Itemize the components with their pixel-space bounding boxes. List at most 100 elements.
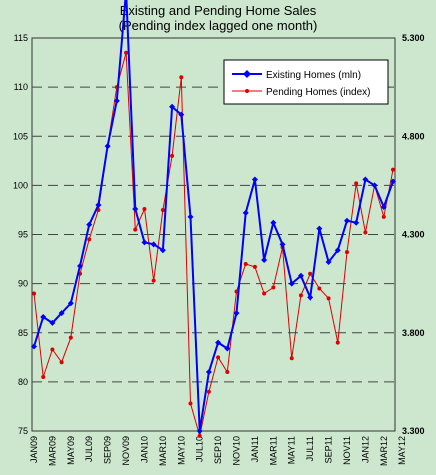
- right-tick-label: 5.300: [402, 33, 425, 43]
- right-tick-label: 4.300: [402, 230, 425, 240]
- chart-subtitle: (Pending index lagged one month): [119, 18, 318, 33]
- x-tick-label: JAN09: [29, 436, 39, 463]
- left-tick-label: 75: [18, 426, 28, 436]
- right-tick-label: 3.300: [402, 426, 425, 436]
- point-existing: [104, 143, 111, 150]
- point-existing: [49, 319, 56, 326]
- left-tick-label: 110: [14, 82, 28, 92]
- point-existing: [31, 343, 37, 350]
- point-pending: [243, 261, 248, 266]
- point-existing: [316, 225, 323, 232]
- x-tick-label: MAY10: [176, 436, 186, 465]
- point-pending: [326, 296, 331, 301]
- point-existing: [297, 272, 304, 279]
- point-existing: [233, 310, 240, 317]
- x-tick-label: JAN12: [360, 436, 370, 463]
- point-existing: [224, 345, 231, 352]
- point-pending: [197, 433, 202, 438]
- point-existing: [343, 217, 350, 224]
- point-existing: [279, 241, 286, 248]
- point-pending: [32, 291, 36, 296]
- point-existing: [40, 314, 47, 321]
- point-pending: [41, 374, 46, 379]
- point-existing: [141, 239, 148, 246]
- legend-label-existing: Existing Homes (mln): [266, 70, 361, 81]
- point-pending: [59, 360, 64, 365]
- point-pending: [206, 389, 211, 394]
- point-pending: [391, 167, 395, 172]
- x-tick-label: MAY11: [287, 436, 297, 464]
- x-tick-label: MAR09: [47, 436, 57, 466]
- point-pending: [289, 356, 294, 361]
- x-tick-label: MAY09: [66, 436, 76, 465]
- x-axis: JAN09 MAR09 MAY09 JUL09 SEP09 NOV09 JAN10 MAR10…: [29, 436, 407, 466]
- left-tick-label: 95: [18, 230, 28, 240]
- x-tick-label: NOV09: [121, 436, 131, 466]
- point-pending: [68, 335, 73, 340]
- point-existing: [67, 300, 74, 307]
- point-existing: [307, 294, 314, 301]
- point-pending: [308, 271, 313, 276]
- grid-lines: [32, 86, 395, 383]
- point-existing: [169, 103, 176, 110]
- point-pending: [142, 206, 147, 211]
- x-tick-label: JAN11: [250, 436, 260, 462]
- point-pending: [381, 214, 386, 219]
- point-pending: [160, 207, 165, 212]
- point-existing: [86, 221, 93, 228]
- right-tick-label: 4.800: [402, 131, 425, 141]
- legend-marker-existing: [243, 70, 251, 78]
- left-tick-label: 85: [18, 328, 28, 338]
- x-tick-label: NOV11: [342, 436, 352, 465]
- series-layer: [31, 0, 396, 438]
- point-existing: [353, 219, 360, 226]
- point-existing: [288, 280, 295, 287]
- point-pending: [262, 291, 267, 296]
- point-existing: [325, 259, 332, 266]
- point-existing: [178, 111, 185, 118]
- point-existing: [77, 262, 84, 269]
- x-tick-label: MAY12: [397, 436, 407, 465]
- x-tick-label: SEP11: [324, 436, 334, 463]
- legend-marker-pending: [245, 89, 249, 93]
- point-pending: [188, 401, 193, 406]
- x-tick-label: MAR10: [158, 436, 168, 466]
- point-pending: [124, 50, 129, 55]
- point-pending: [317, 286, 322, 291]
- point-existing: [251, 176, 258, 183]
- right-tick-label: 3.800: [402, 328, 425, 338]
- left-tick-label: 100: [13, 180, 28, 190]
- x-tick-label: JAN10: [139, 436, 149, 463]
- point-existing: [95, 202, 102, 209]
- point-existing: [132, 205, 139, 212]
- point-existing: [113, 97, 120, 104]
- x-tick-label: JUL09: [84, 436, 94, 462]
- point-pending: [225, 370, 230, 375]
- point-pending: [252, 264, 257, 269]
- point-existing: [159, 247, 166, 254]
- point-existing: [390, 178, 396, 185]
- point-existing: [215, 339, 222, 346]
- point-pending: [133, 227, 138, 232]
- legend-label-pending: Pending Homes (index): [266, 87, 371, 98]
- left-tick-label: 105: [13, 131, 28, 141]
- point-pending: [50, 347, 55, 352]
- left-axis: 75 80 85 90 95 100 105 110 115: [13, 33, 28, 436]
- point-existing: [380, 203, 387, 210]
- x-tick-label: NOV10: [232, 436, 242, 466]
- point-pending: [179, 75, 184, 80]
- x-tick-label: MAR12: [379, 436, 389, 466]
- series-line-pending: [33, 52, 394, 437]
- point-existing: [187, 213, 194, 220]
- point-existing: [261, 257, 268, 264]
- point-pending: [87, 237, 92, 242]
- series-line-existing: [33, 0, 394, 432]
- x-tick-label: JUL11: [305, 436, 315, 461]
- legend: Existing Homes (mln) Pending Homes (inde…: [223, 59, 389, 105]
- point-existing: [362, 176, 369, 183]
- point-existing: [196, 428, 203, 434]
- left-tick-label: 80: [18, 377, 28, 387]
- legend-box: [223, 59, 389, 105]
- right-axis: 3.300 3.800 4.300 4.800 5.300: [402, 33, 425, 436]
